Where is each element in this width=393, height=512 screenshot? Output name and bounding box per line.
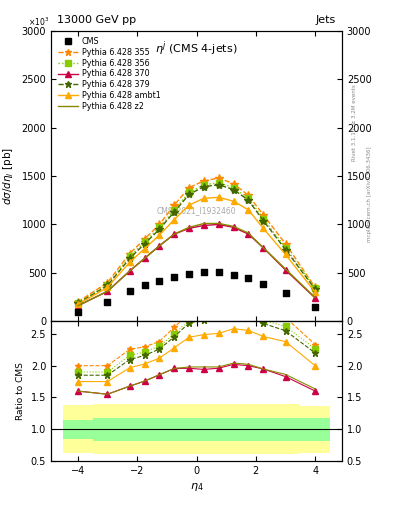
Point — [171, 273, 177, 281]
Point — [141, 282, 148, 290]
Point — [127, 287, 133, 295]
Point — [283, 289, 289, 297]
Point — [156, 276, 163, 285]
Y-axis label: Ratio to CMS: Ratio to CMS — [16, 362, 25, 420]
X-axis label: $\eta_4$: $\eta_4$ — [190, 481, 203, 493]
Point — [245, 273, 252, 282]
Text: $\eta^j$ (CMS 4-jets): $\eta^j$ (CMS 4-jets) — [155, 39, 238, 58]
Point — [201, 268, 207, 276]
Text: Rivet 3.1.10, ≥ 3.2M events: Rivet 3.1.10, ≥ 3.2M events — [352, 84, 357, 161]
Point — [75, 308, 81, 316]
Point — [260, 280, 266, 288]
Point — [186, 270, 192, 278]
Text: mcplots.cern.ch [arXiv:1306.3436]: mcplots.cern.ch [arXiv:1306.3436] — [367, 147, 373, 242]
Text: CMS_2021_I1932460: CMS_2021_I1932460 — [157, 206, 236, 216]
Point — [312, 303, 318, 311]
Point — [104, 298, 110, 306]
Text: Jets: Jets — [316, 15, 336, 25]
Legend: CMS, Pythia 6.428 355, Pythia 6.428 356, Pythia 6.428 370, Pythia 6.428 379, Pyt: CMS, Pythia 6.428 355, Pythia 6.428 356,… — [55, 35, 163, 113]
Text: $\times10^3$: $\times10^3$ — [28, 15, 50, 28]
Point — [216, 268, 222, 276]
Y-axis label: $d\sigma/d\eta_j$ [pb]: $d\sigma/d\eta_j$ [pb] — [2, 147, 16, 205]
Point — [230, 271, 237, 279]
Text: 13000 GeV pp: 13000 GeV pp — [57, 15, 136, 25]
